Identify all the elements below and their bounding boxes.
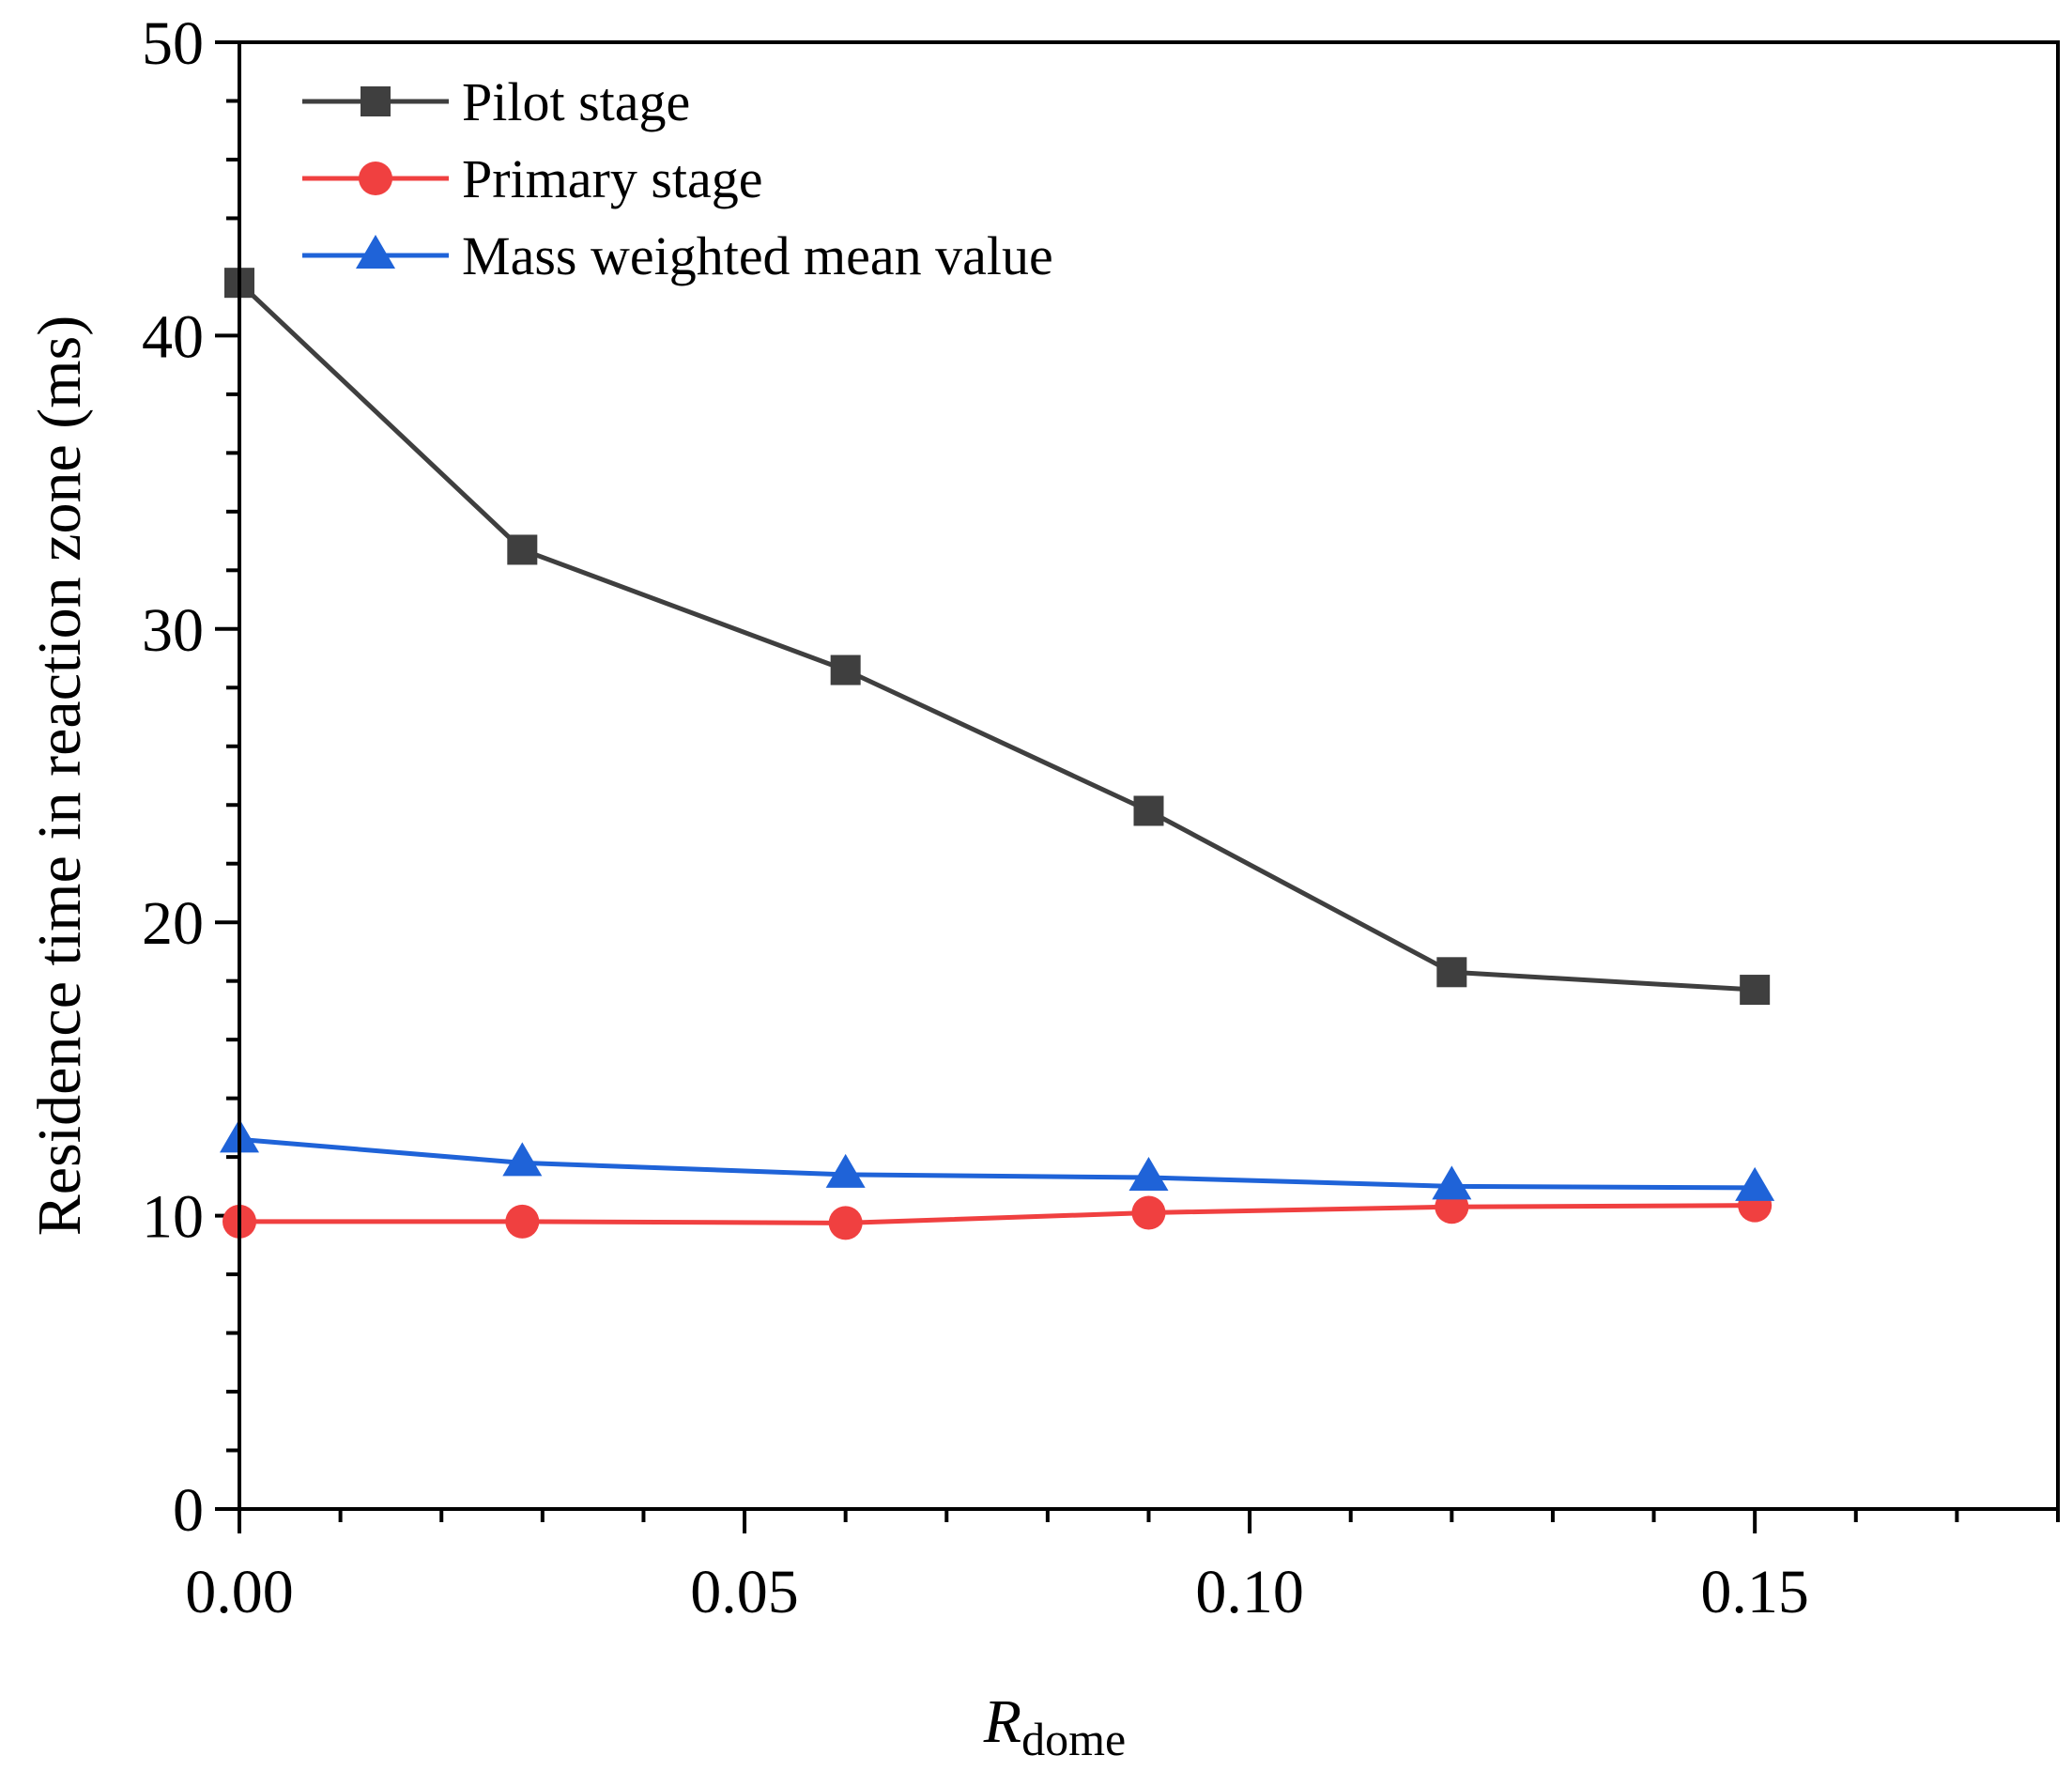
data-point xyxy=(1128,1156,1169,1191)
y-tick-label: 20 xyxy=(142,889,204,958)
tick-labels: 0.00 0.05 0.10 0.15 0 10 20 30 40 50 xyxy=(142,9,1809,1626)
x-axis-label-main: R xyxy=(983,1687,1021,1756)
y-axis-label: Residence time in reaction zone (ms) xyxy=(25,316,94,1236)
y-tick-label: 0 xyxy=(173,1476,204,1545)
x-axis-label: Rdome xyxy=(983,1687,1126,1765)
series-line xyxy=(238,1136,1756,1191)
data-point xyxy=(1735,1166,1775,1201)
legend-item: Mass weighted mean value xyxy=(302,225,1053,286)
legend-marker xyxy=(359,162,392,195)
data-point xyxy=(1432,1165,1472,1200)
legend: Pilot stage Primary stage Mass weighted me… xyxy=(302,71,1053,286)
data-point xyxy=(828,1206,863,1240)
x-tick-label: 0.05 xyxy=(690,1558,799,1626)
series-line xyxy=(239,1203,1756,1225)
data-point xyxy=(502,1142,543,1177)
legend-label: Primary stage xyxy=(462,148,763,209)
x-axis-label-subscript: dome xyxy=(1021,1713,1126,1765)
data-point xyxy=(1133,795,1164,826)
legend-marker xyxy=(361,86,391,116)
x-tick-label: 0.15 xyxy=(1700,1558,1809,1626)
series-1 xyxy=(224,268,1771,1006)
y-tick-label: 40 xyxy=(142,302,204,371)
data-point xyxy=(830,654,861,685)
legend-marker xyxy=(356,235,395,269)
series-layer xyxy=(220,268,1775,1240)
data-point xyxy=(825,1153,866,1188)
x-tick-label: 0.10 xyxy=(1195,1558,1304,1626)
legend-item: Primary stage xyxy=(302,148,763,209)
legend-label: Mass weighted mean value xyxy=(462,225,1053,286)
y-tick-label: 50 xyxy=(142,9,204,78)
y-tick-label: 10 xyxy=(142,1183,204,1252)
series-line xyxy=(238,281,1756,993)
data-point xyxy=(1436,957,1467,988)
y-tick-label: 30 xyxy=(142,596,204,665)
data-point xyxy=(507,534,538,565)
series-3 xyxy=(220,1118,1775,1201)
data-point xyxy=(1131,1195,1166,1230)
data-point xyxy=(505,1204,540,1239)
legend-label: Pilot stage xyxy=(462,71,690,132)
legend-item: Pilot stage xyxy=(302,71,690,132)
x-tick-label: 0.00 xyxy=(185,1558,294,1626)
data-point xyxy=(1740,975,1771,1006)
plot-frame xyxy=(238,40,2060,1511)
series-2 xyxy=(223,1188,1773,1240)
